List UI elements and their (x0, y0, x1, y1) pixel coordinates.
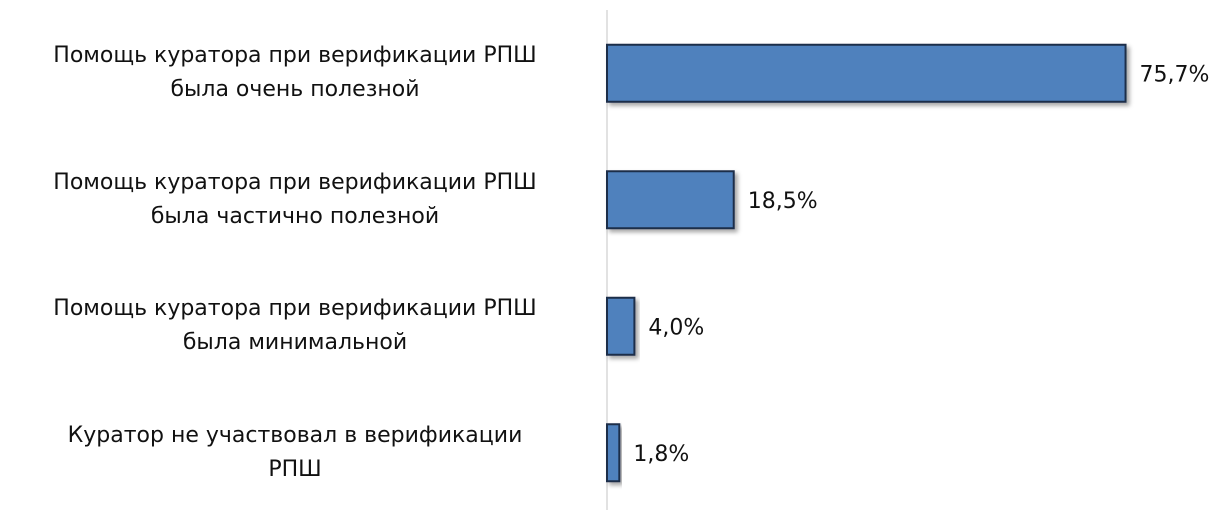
category-label: Помощь куратора при верификации РПШ была… (53, 169, 537, 229)
bar (606, 296, 636, 356)
bar (606, 423, 621, 483)
bar (606, 170, 735, 230)
category-label: Помощь куратора при верификации РПШ была… (53, 296, 537, 356)
value-label: 4,0% (648, 315, 704, 340)
bar (606, 43, 1127, 103)
category-label: Помощь куратора при верификации РПШ была… (53, 43, 537, 103)
value-label: 75,7% (1140, 62, 1210, 87)
category-label: Куратор не участвовал в верификации РПШ (67, 422, 523, 482)
value-label: 1,8% (633, 442, 689, 467)
value-label: 18,5% (748, 189, 818, 214)
